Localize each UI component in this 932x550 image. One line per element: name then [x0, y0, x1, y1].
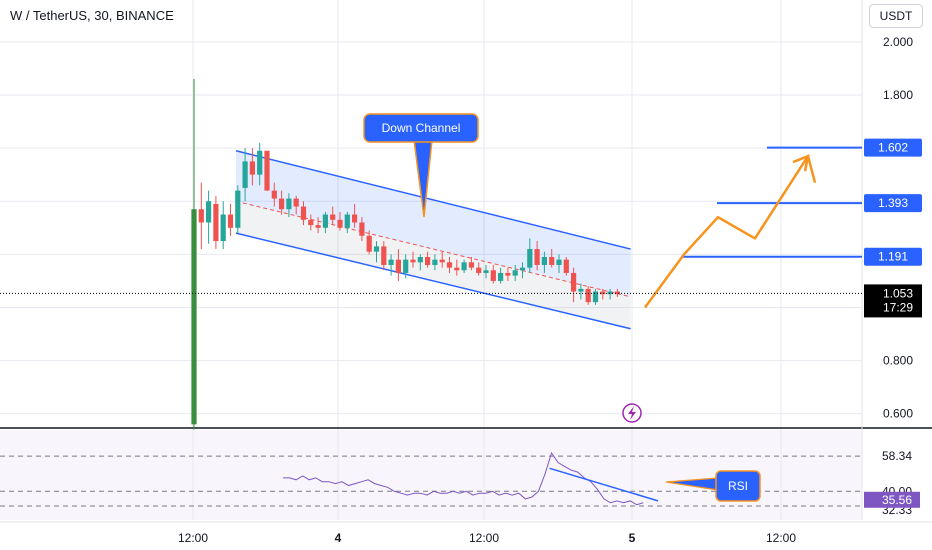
target-level-value: 1.602 — [878, 141, 908, 155]
candle-body — [220, 214, 226, 242]
bar-countdown: 17:29 — [883, 300, 913, 314]
candle-body — [206, 201, 212, 223]
candle-body — [578, 288, 584, 292]
time-tick-label: 12:00 — [178, 531, 208, 545]
candle-body — [227, 214, 234, 228]
candle-body — [534, 249, 540, 265]
last-price-tag — [864, 284, 922, 318]
candle-body — [410, 259, 416, 263]
candle-body — [330, 214, 336, 220]
candle-body — [352, 214, 358, 223]
rsi-current-tag — [864, 491, 920, 508]
target-level-value: 1.191 — [878, 250, 908, 264]
candle-body — [315, 225, 321, 228]
candle-body — [293, 198, 299, 207]
candle-body — [395, 259, 401, 273]
candle-body — [249, 161, 255, 175]
target-level-tag — [864, 247, 922, 266]
candle-body — [337, 219, 343, 228]
candle-body — [235, 190, 241, 228]
candle-body — [322, 214, 328, 228]
candle-body — [614, 291, 620, 295]
rsi-current-value: 35.56 — [882, 493, 912, 507]
candle-body — [505, 272, 511, 276]
candle-body — [454, 267, 460, 271]
candle-body — [607, 291, 613, 295]
down-channel-callout — [363, 113, 479, 143]
price-tick-label: 1.800 — [883, 88, 913, 102]
candle-body — [600, 291, 606, 295]
candle-body — [476, 267, 482, 273]
candle-body — [446, 262, 453, 268]
candle-body — [308, 219, 314, 226]
candle-body — [279, 198, 285, 210]
candle-body — [527, 249, 533, 268]
candle-body — [388, 259, 394, 265]
price-tick-label: 2.000 — [883, 35, 913, 49]
candle-body — [519, 267, 526, 271]
candle-body — [300, 206, 307, 220]
candle-body — [425, 257, 431, 265]
candle-body — [585, 288, 591, 303]
rsi-line — [283, 451, 644, 506]
time-tick-label: 5 — [629, 531, 636, 545]
candle-body — [571, 272, 577, 292]
target-level-value: 1.393 — [878, 196, 908, 210]
candle-body — [191, 209, 197, 425]
channel-lower-line — [235, 232, 631, 330]
candle-body — [242, 161, 248, 188]
lightning-glyph — [628, 406, 636, 420]
candle-body — [439, 259, 445, 263]
candle-body — [549, 257, 555, 265]
candle-body — [381, 246, 387, 265]
candle-body — [490, 270, 496, 281]
candle-body — [563, 259, 569, 273]
candle-body — [286, 198, 292, 210]
candle-body — [264, 150, 270, 191]
projection-arrowhead — [792, 154, 810, 172]
projection-path — [643, 154, 817, 309]
candle-body — [344, 214, 350, 228]
rsi-callout — [715, 470, 761, 502]
channel-mid-dashed — [235, 200, 631, 298]
candle-body — [403, 259, 409, 273]
candle-body — [373, 246, 380, 252]
candle-body — [483, 270, 489, 273]
target-level-tag — [864, 138, 922, 157]
candle-body — [541, 257, 547, 265]
time-tick-label: 12:00 — [766, 531, 796, 545]
candle-body — [468, 262, 474, 268]
down-channel-label: Down Channel — [382, 121, 461, 135]
rsi-trendline — [549, 467, 659, 502]
last-price-value: 1.053 — [883, 286, 913, 300]
candle-body — [512, 270, 518, 276]
candle-body — [498, 272, 504, 281]
rsi-tick-label: 58.34 — [882, 449, 912, 463]
candle-body — [213, 203, 219, 242]
target-level-tag — [864, 194, 922, 213]
candle-body — [271, 190, 277, 199]
channel-upper-line — [235, 150, 631, 250]
candle-body — [366, 235, 372, 252]
candle-body — [257, 150, 263, 175]
candle-body — [461, 262, 467, 271]
time-tick-label: 4 — [335, 531, 342, 545]
candle-body — [359, 222, 365, 236]
candle-body — [417, 257, 423, 263]
candle-body — [432, 259, 438, 265]
candle-body — [592, 291, 599, 303]
time-tick-label: 12:00 — [469, 531, 499, 545]
candle-body — [198, 209, 204, 223]
rsi-callout-label: RSI — [728, 479, 748, 493]
candle-body — [556, 259, 562, 265]
price-tick-label: 0.800 — [883, 354, 913, 368]
symbol-title[interactable]: W / TetherUS, 30, BINANCE — [10, 8, 174, 23]
currency-button[interactable]: USDT — [869, 4, 923, 28]
price-tick-label: 0.600 — [883, 407, 913, 421]
